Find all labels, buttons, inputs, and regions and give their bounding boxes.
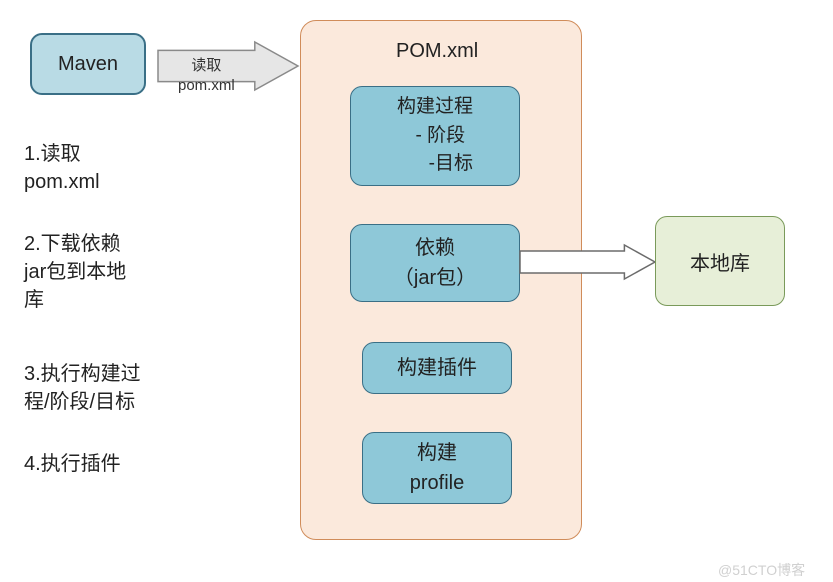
local-repo-label: 本地库 (690, 247, 750, 276)
watermark-text: @51CTO博客 (718, 562, 805, 578)
watermark: @51CTO博客 (718, 560, 805, 580)
local-repo-box: 本地库 (655, 216, 785, 306)
